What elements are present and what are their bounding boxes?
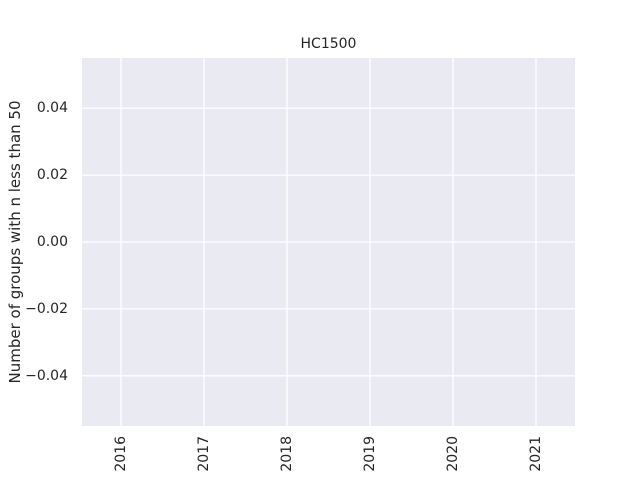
chart-title: HC1500 bbox=[301, 36, 357, 52]
y-tick-label: 0.00 bbox=[37, 234, 68, 250]
x-tick-label: 2021 bbox=[528, 436, 544, 472]
y-tick-label: 0.04 bbox=[37, 100, 68, 116]
x-tick-label: 2017 bbox=[196, 436, 212, 472]
y-axis-label: Number of groups with n less than 50 bbox=[6, 100, 24, 383]
x-tick-label: 2020 bbox=[445, 436, 461, 472]
x-tick-label: 2019 bbox=[362, 436, 378, 472]
y-tick-label: −0.04 bbox=[25, 368, 68, 384]
x-tick-label: 2018 bbox=[279, 436, 295, 472]
grid-layer bbox=[82, 58, 575, 426]
tick-layer: 2016 2017 2018 2019 2020 2021 0.04 0.02 0.00 −0.0… bbox=[25, 100, 544, 471]
y-tick-label: 0.02 bbox=[37, 167, 68, 183]
x-tick-label: 2016 bbox=[113, 436, 129, 472]
y-tick-label: −0.02 bbox=[25, 301, 68, 317]
